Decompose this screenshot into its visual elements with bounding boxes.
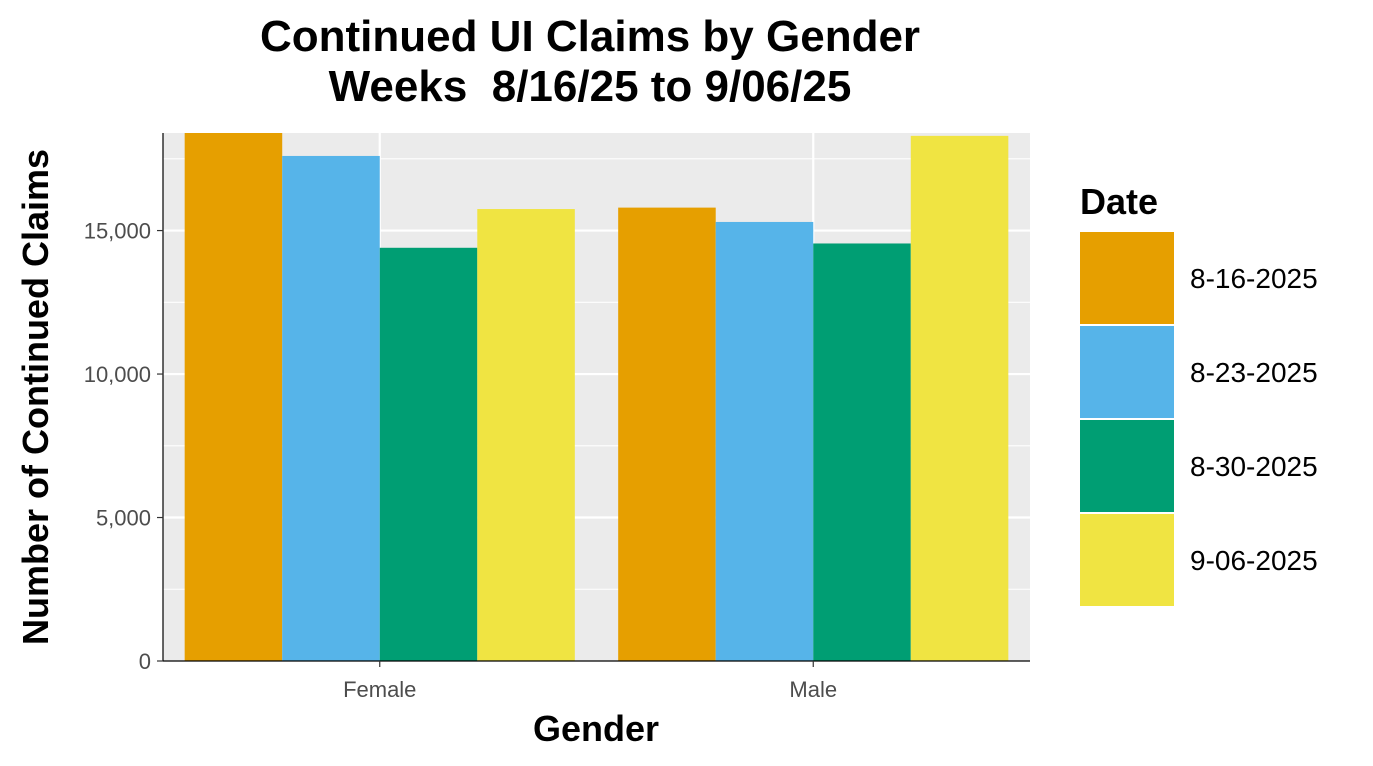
bar-female-8-23-2025 <box>282 155 380 661</box>
chart-title: Continued UI Claims by Gender Weeks 8/16… <box>150 12 1030 112</box>
legend-label: 8-16-2025 <box>1190 263 1318 294</box>
legend-title: Date <box>1080 181 1159 222</box>
legend-item: 8-23-2025 <box>1080 326 1318 420</box>
legend-swatch <box>1080 420 1174 512</box>
legend-label: 8-30-2025 <box>1190 451 1318 482</box>
x-axis-label: Gender <box>533 708 659 749</box>
bar-male-9-06-2025 <box>910 135 1009 661</box>
y-tick-label: 0 <box>139 649 151 674</box>
bar-female-9-06-2025 <box>477 209 575 662</box>
y-tick-label: 15,000 <box>84 219 151 244</box>
chart-title-line-1: Continued UI Claims by Gender <box>259 12 921 61</box>
bar-male-8-30-2025 <box>813 243 911 661</box>
legend-item: 9-06-2025 <box>1080 514 1318 608</box>
ticks: 0 5,000 10,000 15,000 Female Male <box>84 219 837 702</box>
bar-female-8-30-2025 <box>379 247 478 662</box>
legend-swatch <box>1080 514 1174 606</box>
axes <box>162 133 1030 662</box>
bars <box>184 133 1009 662</box>
x-tick-label: Female <box>343 677 416 702</box>
legend-swatch <box>1080 326 1174 418</box>
legend: Date 8-16-2025 8-23-2025 8-30-2025 9-06-202… <box>1080 180 1318 608</box>
legend-swatch <box>1080 232 1174 324</box>
bar-male-8-16-2025 <box>618 207 716 661</box>
y-tick-label: 10,000 <box>84 362 151 387</box>
chart-title-line-2: Weeks 8/16/25 to 9/06/25 <box>328 62 852 111</box>
legend-label: 9-06-2025 <box>1190 545 1318 576</box>
legend-item: 8-16-2025 <box>1080 232 1318 326</box>
y-axis-label: Number of Continued Claims <box>15 149 56 645</box>
y-tick-label: 5,000 <box>96 506 151 531</box>
legend-item: 8-30-2025 <box>1080 420 1318 514</box>
bar-male-8-23-2025 <box>715 221 814 661</box>
bar-female-8-16-2025 <box>184 133 283 661</box>
legend-items: 8-16-2025 8-23-2025 8-30-2025 9-06-2025 <box>1080 232 1318 608</box>
legend-label: 8-23-2025 <box>1190 357 1318 388</box>
x-tick-label: Male <box>789 677 837 702</box>
